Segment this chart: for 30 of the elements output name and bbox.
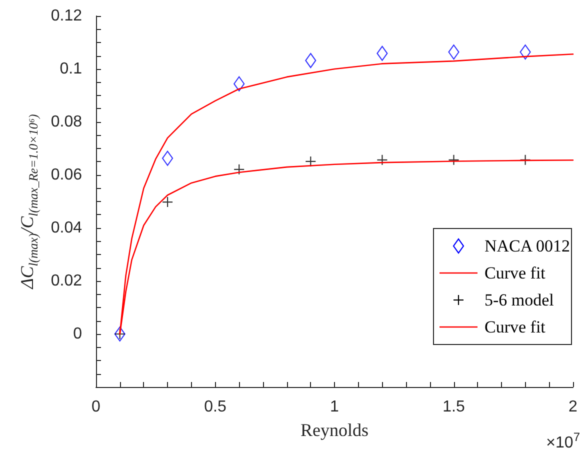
y-tick-label: 0.08	[50, 114, 82, 130]
point	[520, 154, 531, 166]
y-tick-label: 0	[73, 326, 82, 342]
x-tick-label: 0.5	[204, 398, 226, 416]
y-axis-title: ΔCl(max)/Cl(max_Re=1.0×10⁶)	[16, 114, 40, 290]
x-tick-label: 0	[92, 398, 101, 416]
point	[448, 44, 460, 60]
point	[234, 164, 245, 175]
legend-label: Curve fit	[484, 318, 546, 336]
point	[376, 154, 388, 166]
legend-label: Curve fit	[484, 264, 546, 282]
point	[162, 150, 174, 166]
x-tick-label: 1.5	[442, 398, 465, 416]
y-tick-label: 0.04	[50, 220, 82, 236]
point	[234, 76, 245, 92]
y-tick-label: 0.12	[50, 8, 82, 24]
y-tick-label: 0.06	[50, 166, 82, 184]
x-tick-label: 1	[330, 398, 340, 416]
point	[448, 154, 460, 166]
legend-label: 5-6 model	[484, 290, 554, 310]
point	[305, 156, 316, 168]
point	[162, 196, 174, 208]
point	[305, 52, 316, 68]
y-tick-label: 0.1	[60, 60, 82, 78]
point	[376, 46, 388, 61]
legend-label: NACA 0012	[484, 236, 570, 256]
x-tick-label: 2	[568, 398, 578, 416]
point	[520, 44, 531, 60]
x-axis-title: Reynolds	[300, 420, 369, 440]
y-tick-label: 0.02	[50, 272, 82, 290]
